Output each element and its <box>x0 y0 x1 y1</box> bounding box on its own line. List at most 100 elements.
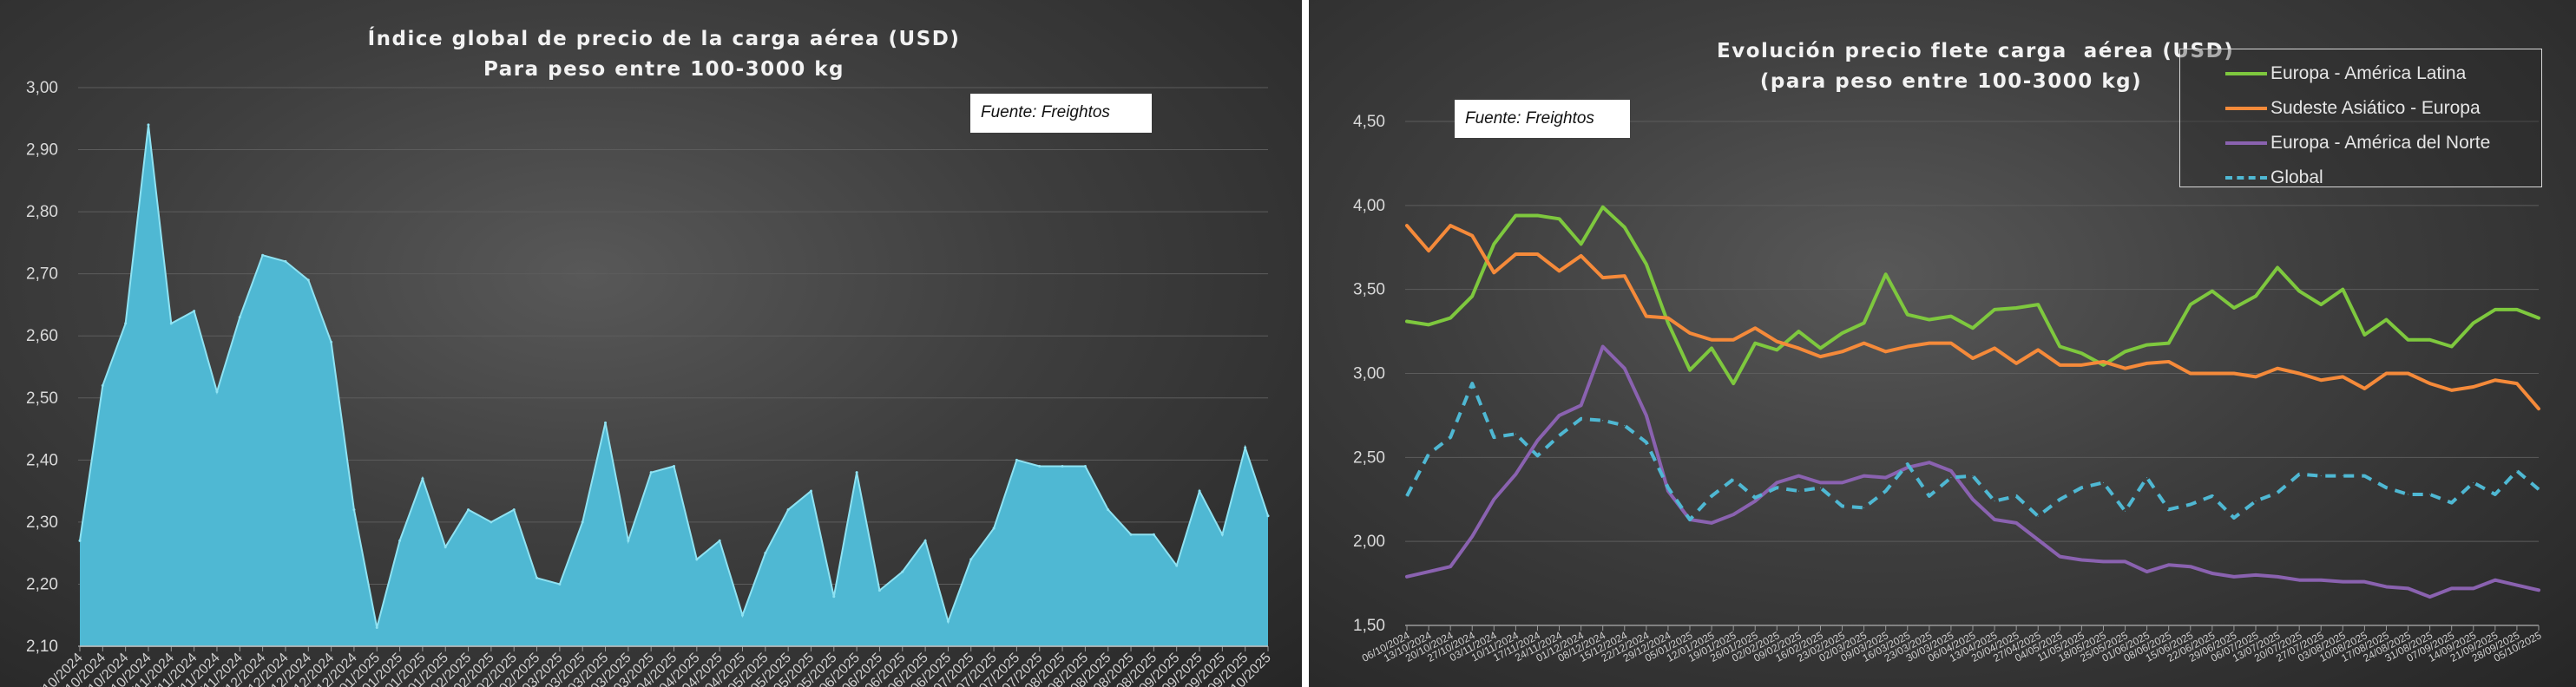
data-point <box>1950 343 1952 344</box>
data-point <box>2277 492 2278 494</box>
legend-swatch-icon <box>2225 141 2267 145</box>
data-point <box>2516 309 2518 311</box>
data-point <box>1863 322 1865 324</box>
data-point <box>1038 464 1042 468</box>
right-chart-title: Evolución precio flete carga aérea (USD)… <box>1717 36 2233 97</box>
data-point <box>1667 317 1669 319</box>
data-point <box>2451 587 2453 589</box>
data-point <box>1667 322 1669 324</box>
data-point <box>2080 364 2082 366</box>
data-point <box>1266 514 1270 518</box>
data-point <box>2494 379 2496 381</box>
data-point <box>1198 489 1201 493</box>
data-point <box>444 546 447 549</box>
data-point <box>1244 446 1247 449</box>
data-point <box>2168 564 2170 566</box>
data-point <box>1624 275 1626 277</box>
data-point <box>2233 307 2235 309</box>
y-tick-label: 3,00 <box>1353 365 1385 383</box>
data-point <box>946 619 950 623</box>
data-point <box>2168 343 2170 344</box>
data-point <box>1797 347 1799 349</box>
data-point <box>2363 475 2365 477</box>
data-point <box>1515 433 1516 435</box>
data-point <box>1406 495 1408 497</box>
y-tick-label: 2,60 <box>26 327 58 345</box>
data-point <box>2102 560 2104 562</box>
data-point <box>2451 502 2453 504</box>
data-point <box>1907 346 1909 348</box>
data-point <box>1972 357 1974 359</box>
data-point <box>1950 477 1952 479</box>
data-point <box>2320 304 2322 305</box>
data-point <box>215 390 219 394</box>
data-point <box>2080 559 2082 560</box>
data-point <box>1754 343 1756 344</box>
data-point <box>1994 347 1995 349</box>
data-point <box>101 383 104 387</box>
data-point <box>2015 495 2017 497</box>
data-point <box>2429 383 2431 384</box>
right-source-box: Fuente: Freightos <box>1455 100 1630 138</box>
data-point <box>1406 576 1408 578</box>
data-point <box>2125 368 2126 370</box>
y-tick-label: 2,20 <box>26 575 58 593</box>
data-point <box>2102 481 2104 483</box>
data-point <box>1950 316 1952 317</box>
data-point <box>764 552 767 555</box>
data-point <box>2146 477 2148 479</box>
data-point <box>1602 346 1604 348</box>
data-point <box>2255 376 2257 377</box>
y-tick-label: 1,50 <box>1353 617 1385 635</box>
y-tick-label: 3,00 <box>26 79 58 97</box>
data-point <box>1776 487 1778 488</box>
legend-label: Global <box>2270 167 2323 187</box>
data-point <box>2538 589 2540 591</box>
data-point <box>2015 307 2017 309</box>
data-point <box>2080 352 2082 354</box>
data-point <box>901 570 904 573</box>
data-point <box>330 340 333 344</box>
data-point <box>1602 420 1604 422</box>
data-point <box>193 310 196 313</box>
data-point <box>1471 383 1473 384</box>
data-point <box>1536 253 1538 255</box>
data-point <box>2363 388 2365 389</box>
data-point <box>2298 579 2300 581</box>
data-point <box>718 539 721 542</box>
data-point <box>2494 579 2496 581</box>
data-point <box>2211 495 2213 497</box>
y-tick-label: 2,00 <box>1353 533 1385 551</box>
data-point <box>1776 341 1778 343</box>
data-point <box>2190 566 2192 567</box>
data-point <box>2451 346 2453 348</box>
data-point <box>1972 499 1974 501</box>
data-point <box>512 508 516 512</box>
data-point <box>2190 373 2192 374</box>
data-point <box>147 123 150 127</box>
data-point <box>1689 332 1691 334</box>
data-point <box>2211 572 2213 574</box>
y-tick-label: 2,90 <box>26 141 58 160</box>
data-point <box>1471 295 1473 297</box>
series-line-sudeste-asi-tico-europa <box>1405 224 2540 411</box>
data-point <box>649 471 653 474</box>
right-chart-panel: 1,50 2,00 2,50 3,00 3,50 4,00 4,50 06/10/2024 13… <box>1309 0 2576 687</box>
data-point <box>1624 425 1626 427</box>
data-point <box>1754 327 1756 329</box>
legend-label: Europa - América del Norte <box>2270 133 2491 153</box>
data-point <box>1493 499 1495 501</box>
data-point <box>1493 436 1495 438</box>
data-point <box>1754 497 1756 499</box>
data-point <box>627 539 630 542</box>
data-point <box>2233 373 2235 374</box>
data-point <box>1972 475 1974 477</box>
data-point <box>2102 361 2104 363</box>
data-point <box>1842 481 1843 483</box>
data-point <box>1994 519 1995 520</box>
data-point <box>1797 330 1799 332</box>
data-point <box>1624 226 1626 228</box>
chart-legend: Europa - América Latina Sudeste Asiático… <box>2179 49 2542 187</box>
data-point <box>1580 418 1582 420</box>
data-point <box>1515 253 1516 255</box>
